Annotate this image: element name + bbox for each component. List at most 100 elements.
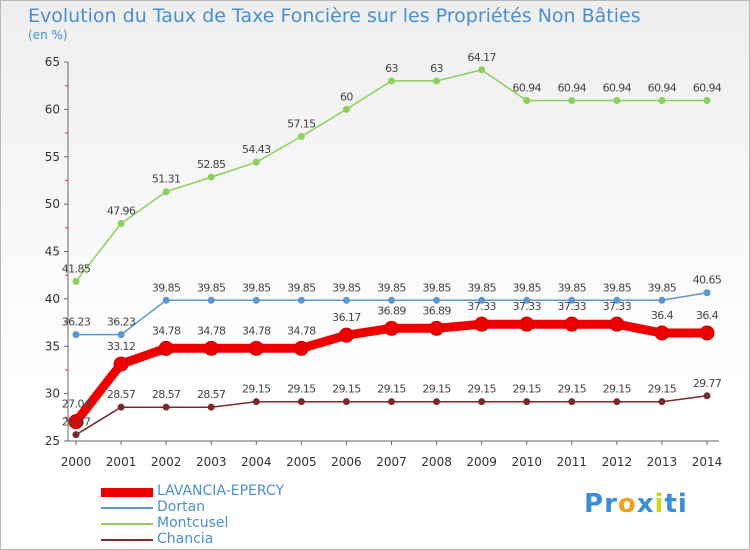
data-label-dortan: 39.85 (467, 281, 496, 294)
data-label-lavancia-epercy: 37.33 (467, 300, 496, 313)
data-point-chancia (388, 398, 395, 406)
data-point-montcusel (568, 96, 576, 104)
data-point-lavancia-epercy (338, 327, 354, 343)
x-tick-label: 2009 (466, 455, 497, 469)
axes: 25 30 35 40 45 50 55 60 65 2000 2001 2002 2003 2004 20… (45, 55, 723, 469)
y-tick-label: 45 (45, 245, 60, 259)
data-point-chancia (162, 403, 170, 411)
data-point-montcusel (252, 158, 260, 166)
data-label-montcusel: 60.94 (648, 81, 677, 94)
data-point-montcusel (117, 219, 125, 227)
data-label-montcusel: 60 (340, 90, 353, 103)
logo-letter: P (584, 489, 605, 519)
y-tick-label: 55 (45, 150, 60, 164)
x-tick-label: 2003 (196, 455, 227, 469)
data-point-dortan (72, 331, 80, 339)
data-label-lavancia-epercy: 37.33 (603, 300, 632, 313)
logo-letter: r (604, 489, 618, 519)
x-tick-label: 2006 (331, 455, 362, 469)
data-label-montcusel: 60.94 (603, 81, 632, 94)
data-point-lavancia-epercy (564, 316, 580, 332)
data-point-dortan (613, 296, 621, 304)
x-tick-label: 2010 (511, 455, 542, 469)
data-label-montcusel: 63 (430, 62, 443, 75)
data-label-montcusel: 41.85 (62, 262, 91, 275)
data-point-montcusel (703, 96, 711, 104)
data-point-chancia (117, 403, 125, 411)
legend-item-chancia: Chancia (101, 531, 361, 547)
data-point-lavancia-epercy (384, 320, 399, 336)
data-point-dortan (658, 296, 666, 304)
data-point-dortan (342, 296, 350, 304)
data-point-lavancia-epercy (158, 340, 174, 356)
data-label-dortan: 39.85 (242, 281, 271, 294)
data-point-chancia (252, 398, 260, 406)
x-tick-label: 2011 (557, 455, 588, 469)
x-tick-label: 2005 (286, 455, 317, 469)
data-point-chancia (523, 398, 531, 406)
data-point-dortan (568, 296, 576, 304)
data-point-chancia (342, 398, 350, 406)
legend-label-montcusel: Montcusel (157, 515, 229, 531)
data-point-lavancia-epercy (654, 325, 670, 341)
data-label-lavancia-epercy: 36.4 (651, 309, 674, 322)
legend-label-chancia: Chancia (157, 531, 214, 547)
data-label-chancia: 29.15 (467, 383, 496, 396)
data-point-montcusel (72, 277, 80, 285)
data-point-montcusel (207, 173, 215, 181)
data-label-montcusel: 47.96 (107, 204, 136, 217)
data-label-dortan: 36.23 (62, 316, 91, 329)
data-point-chancia (297, 398, 305, 406)
data-label-lavancia-epercy: 36.89 (422, 304, 451, 317)
y-tick-label: 25 (45, 434, 60, 448)
data-point-lavancia-epercy (429, 320, 445, 336)
data-label-chancia: 25.67 (62, 416, 91, 429)
legend-swatch-lavancia-epercy (101, 488, 153, 497)
data-point-dortan (117, 331, 125, 339)
data-label-chancia: 29.15 (558, 383, 587, 396)
data-label-dortan: 39.85 (287, 281, 316, 294)
data-label-chancia: 29.15 (512, 383, 541, 396)
x-tick-label: 2013 (647, 455, 678, 469)
data-label-lavancia-epercy: 36.4 (696, 309, 719, 322)
data-point-chancia (613, 398, 621, 406)
data-point-montcusel (388, 77, 395, 85)
data-point-dortan (433, 296, 441, 304)
data-label-chancia: 29.15 (603, 383, 632, 396)
data-label-montcusel: 57.15 (287, 117, 316, 130)
data-label-chancia: 29.15 (377, 383, 406, 396)
x-tick-label: 2004 (241, 455, 272, 469)
legend-label-dortan: Dortan (157, 499, 206, 515)
logo-letter: x (636, 489, 655, 519)
data-label-montcusel: 52.85 (197, 158, 226, 171)
data-label-dortan: 39.85 (603, 281, 632, 294)
data-point-dortan (703, 289, 711, 297)
data-point-lavancia-epercy (293, 340, 309, 356)
proxiti-logo: Proxiti (584, 489, 688, 519)
x-tick-label: 2007 (376, 455, 407, 469)
chart-title: Evolution du Taux de Taxe Foncière sur l… (28, 5, 641, 27)
legend-swatch-dortan (101, 507, 153, 509)
data-label-dortan: 39.85 (648, 281, 677, 294)
x-tick-label: 2002 (151, 455, 182, 469)
data-point-lavancia-epercy (519, 316, 535, 332)
data-point-dortan (523, 296, 531, 304)
data-point-montcusel (433, 77, 441, 85)
logo-letter: i (677, 489, 688, 519)
data-point-montcusel (342, 105, 350, 113)
data-label-lavancia-epercy: 37.33 (512, 300, 541, 313)
data-point-montcusel (162, 188, 170, 196)
data-point-montcusel (478, 66, 486, 74)
data-point-dortan (162, 296, 170, 304)
data-point-dortan (207, 296, 215, 304)
x-tick-label: 2001 (106, 455, 137, 469)
legend-label-lavancia-epercy: LAVANCIA-EPERCY (157, 483, 285, 499)
x-tick-label: 2000 (61, 455, 92, 469)
data-point-chancia (703, 392, 711, 400)
data-label-montcusel: 60.94 (693, 81, 722, 94)
data-point-montcusel (613, 96, 621, 104)
y-tick-label: 65 (45, 55, 60, 69)
data-label-lavancia-epercy: 37.33 (558, 300, 587, 313)
